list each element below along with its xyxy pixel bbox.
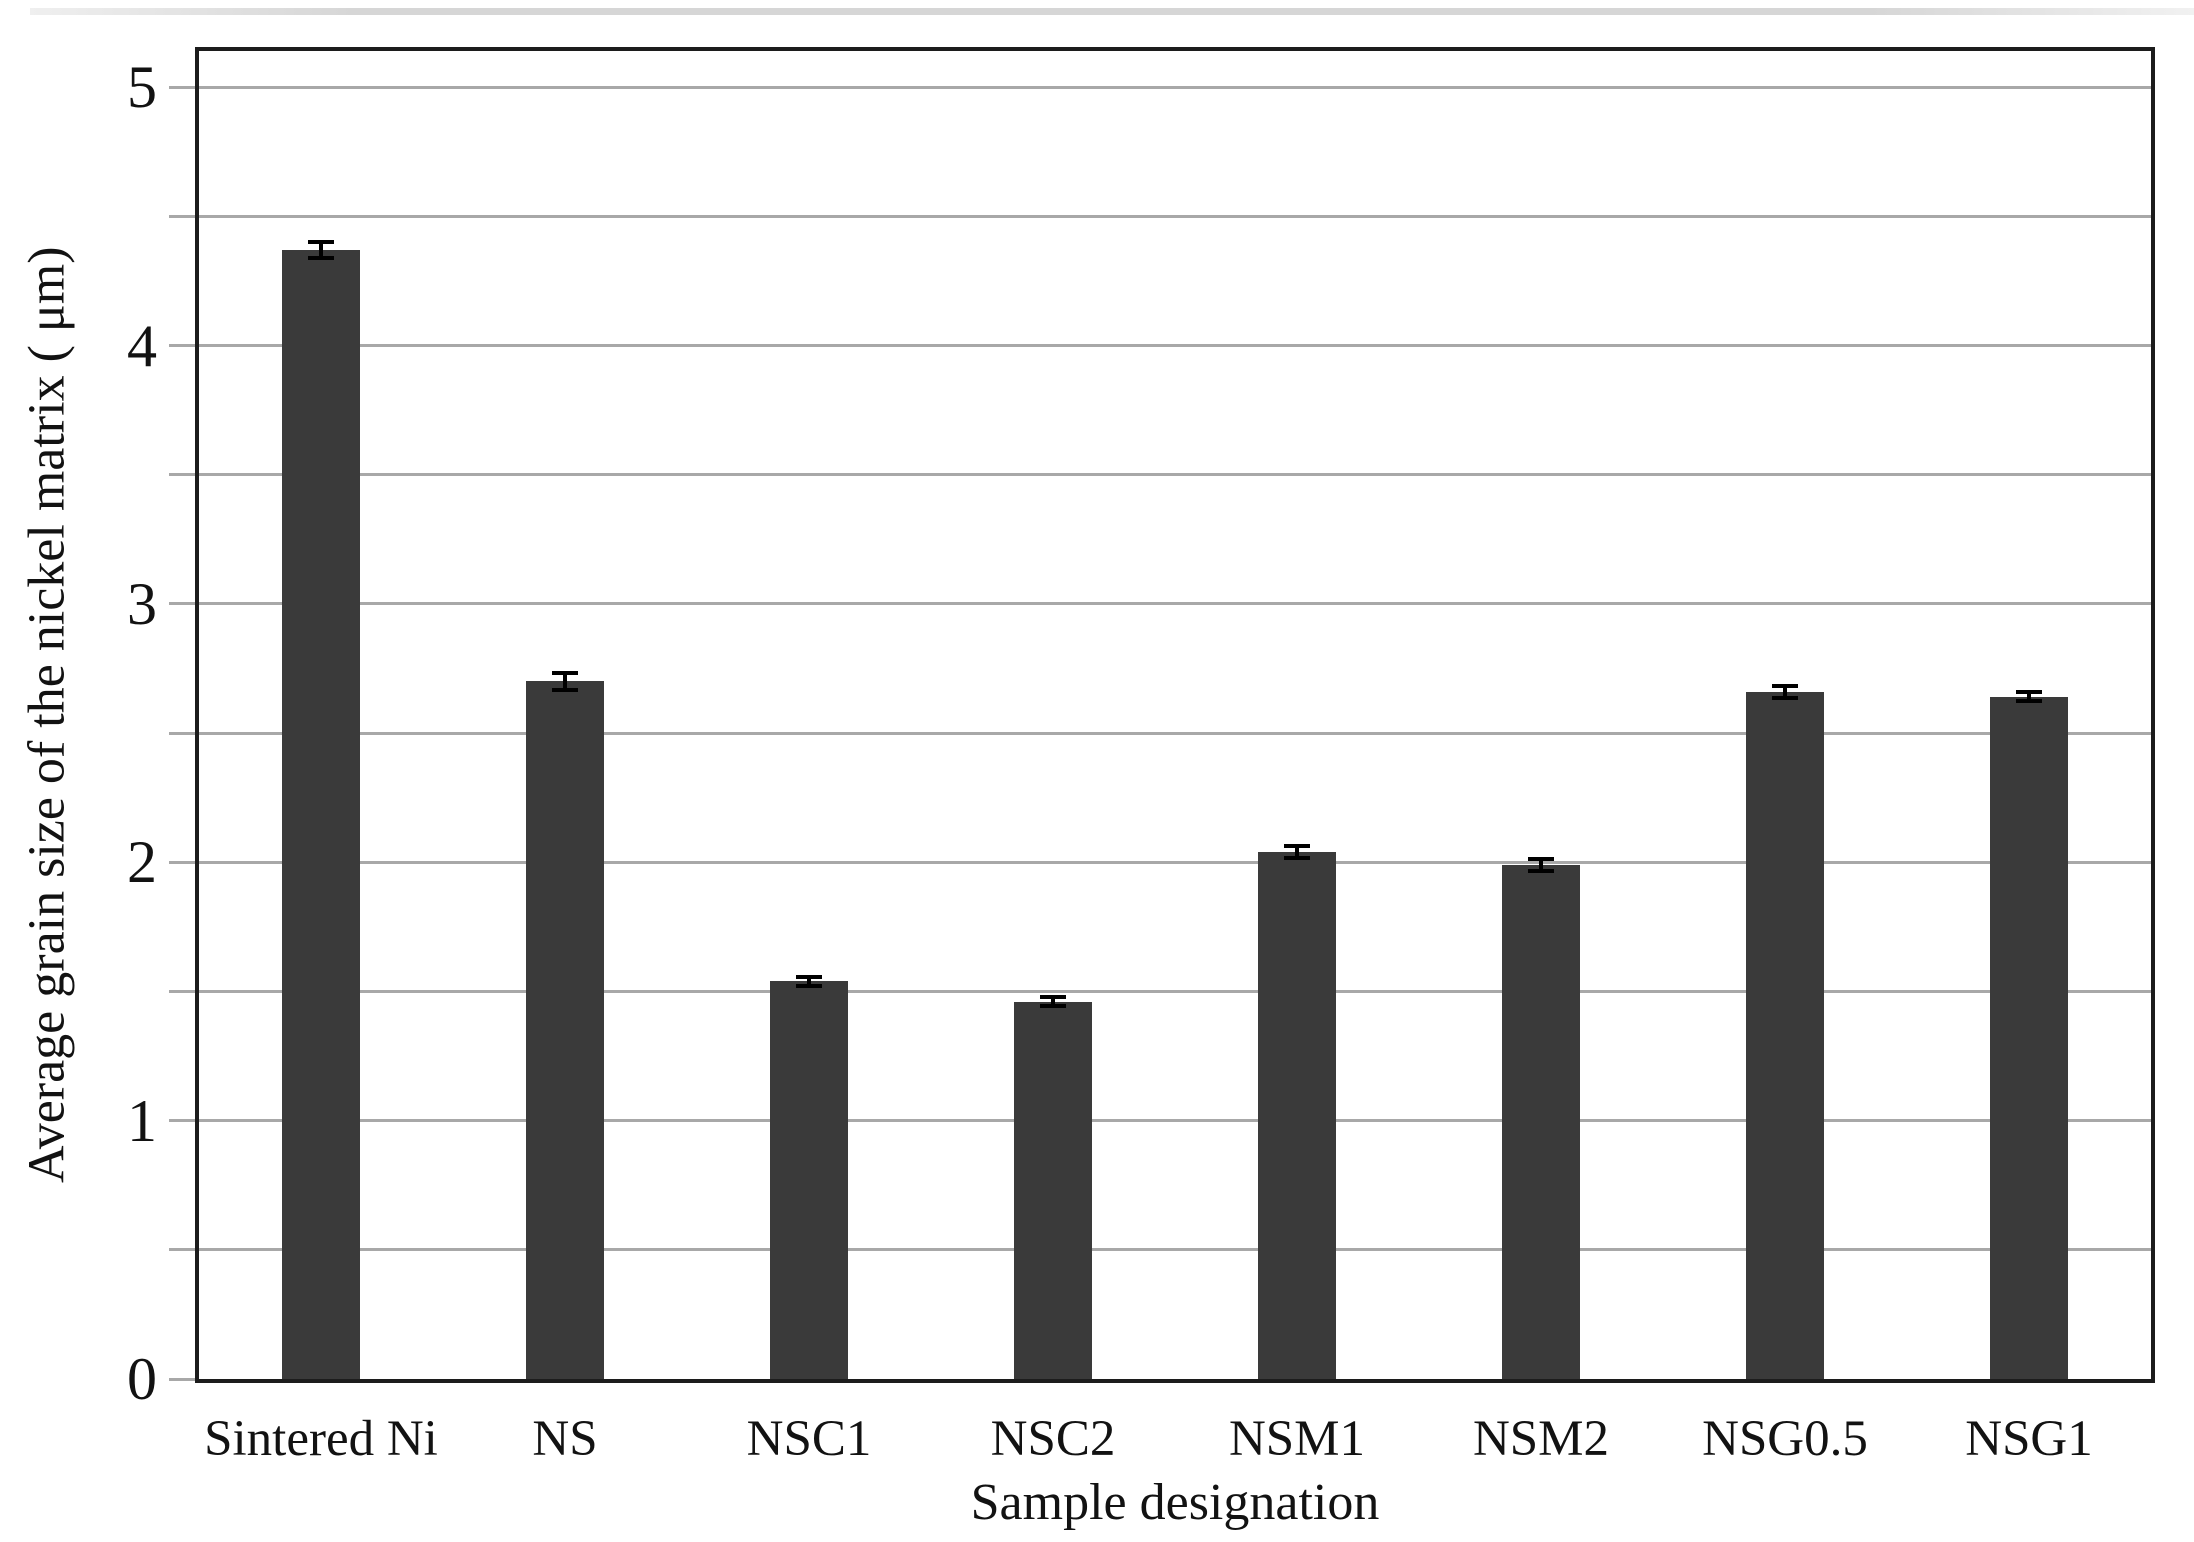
gridline	[199, 85, 2151, 89]
error-bar-stem	[563, 671, 567, 692]
error-bar-cap-bottom	[796, 983, 822, 988]
gridline	[199, 731, 2151, 735]
y-axis-tick	[169, 1377, 195, 1381]
x-tick-label-ns: NS	[532, 1411, 598, 1467]
y-tick-label: 2	[127, 829, 157, 896]
y-tick-label: 0	[127, 1346, 157, 1412]
x-tick-label-nsc1: NSC1	[746, 1411, 872, 1467]
error-bar-nsc2	[1040, 995, 1066, 1009]
y-axis-tick	[169, 602, 195, 606]
y-axis-tick	[169, 214, 195, 218]
bar-nsc1	[770, 981, 848, 1379]
y-tick-label: 4	[127, 312, 157, 379]
error-bar-cap-bottom	[2016, 699, 2042, 704]
error-bar-stem	[807, 974, 811, 988]
x-tick-label-nsm1: NSM1	[1228, 1411, 1366, 1467]
bar-nsm2	[1502, 864, 1580, 1379]
y-tick-label: 1	[127, 1087, 157, 1154]
x-tick-label-nsg0-5: NSG0.5	[1702, 1411, 1868, 1467]
y-axis-tick	[169, 473, 195, 477]
error-bar-nsg0-5	[1772, 684, 1798, 700]
y-axis-tick	[169, 85, 195, 89]
gridline	[199, 1248, 2151, 1252]
error-bar-stem	[1051, 995, 1055, 1009]
gridline	[199, 344, 2151, 348]
gridline	[199, 860, 2151, 864]
plot-area	[195, 47, 2155, 1383]
y-tick-label: 5	[127, 54, 157, 121]
error-bar-nsm1	[1284, 844, 1310, 860]
error-bar-ns	[552, 671, 578, 692]
error-bar-stem	[1539, 857, 1543, 873]
y-axis-tick	[169, 1119, 195, 1123]
x-axis-title: Sample designation	[970, 1474, 1380, 1531]
error-bar-sintered-ni	[308, 239, 334, 261]
gridline	[199, 473, 2151, 477]
error-bar-nsc1	[796, 974, 822, 988]
y-axis-tick	[169, 1248, 195, 1252]
error-bar-stem	[1783, 684, 1787, 700]
error-bar-nsg1	[2016, 690, 2042, 704]
error-bar-cap-bottom	[1040, 1004, 1066, 1009]
error-bar-stem	[1295, 844, 1299, 860]
error-bar-cap-bottom	[308, 256, 334, 261]
y-axis-tick	[169, 989, 195, 993]
y-axis-tick	[169, 860, 195, 864]
error-bar-cap-bottom	[1772, 695, 1798, 700]
y-axis-title: Average grain size of the nickel matrix …	[18, 246, 76, 1184]
error-bar-nsm2	[1528, 857, 1554, 873]
error-bar-stem	[2027, 690, 2031, 704]
gridline	[199, 602, 2151, 606]
bar-nsm1	[1258, 851, 1336, 1379]
error-bar-cap-bottom	[1284, 855, 1310, 860]
error-bar-stem	[319, 239, 323, 261]
y-tick-label: 3	[127, 570, 157, 637]
error-bar-cap-bottom	[552, 687, 578, 692]
scan-artifact-strip	[30, 8, 2194, 15]
bar-nsg0-5	[1746, 691, 1824, 1379]
x-tick-label-nsg1: NSG1	[1965, 1411, 2093, 1467]
x-tick-label-sintered-ni: Sintered Ni	[204, 1411, 438, 1467]
y-axis-tick	[169, 731, 195, 735]
gridline	[199, 214, 2151, 218]
gridline	[199, 989, 2151, 993]
error-bar-cap-bottom	[1528, 868, 1554, 873]
y-axis-tick	[169, 344, 195, 348]
x-tick-label-nsc2: NSC2	[990, 1411, 1116, 1467]
bar-nsc2	[1014, 1001, 1092, 1379]
bar-ns	[526, 681, 604, 1379]
bar-sintered-ni	[282, 249, 360, 1379]
x-tick-label-nsm2: NSM2	[1472, 1411, 1610, 1467]
gridline	[199, 1119, 2151, 1123]
bar-nsg1	[1990, 696, 2068, 1379]
